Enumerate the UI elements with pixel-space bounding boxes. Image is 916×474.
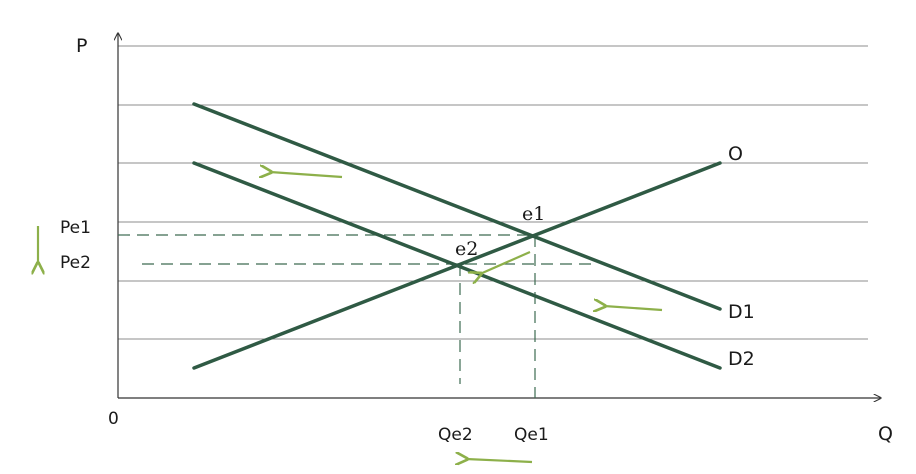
grid-lines — [118, 45, 868, 340]
x-axis-label: Q — [878, 423, 893, 445]
shift-arrow-icon — [604, 306, 663, 310]
quantity-down-arrow-icon — [466, 459, 533, 462]
demand1-curve — [192, 102, 722, 311]
shift-arrow-icon — [270, 172, 343, 177]
y-axis-label: P — [76, 35, 87, 57]
equilibrium-arrow-icon — [480, 250, 531, 274]
e2-label: e2 — [455, 238, 478, 260]
supply-label: O — [728, 143, 743, 165]
origin-label: 0 — [108, 409, 119, 429]
pe1-label: Pe1 — [60, 218, 91, 238]
qe2-label: Qe2 — [438, 425, 473, 445]
demand2-label: D2 — [728, 348, 755, 370]
pe2-label: Pe2 — [60, 253, 91, 273]
qe1-label: Qe1 — [514, 425, 549, 445]
e1-label: e1 — [522, 203, 545, 225]
guide-lines — [118, 234, 598, 398]
demand2-curve — [192, 161, 722, 370]
demand1-label: D1 — [728, 301, 755, 323]
